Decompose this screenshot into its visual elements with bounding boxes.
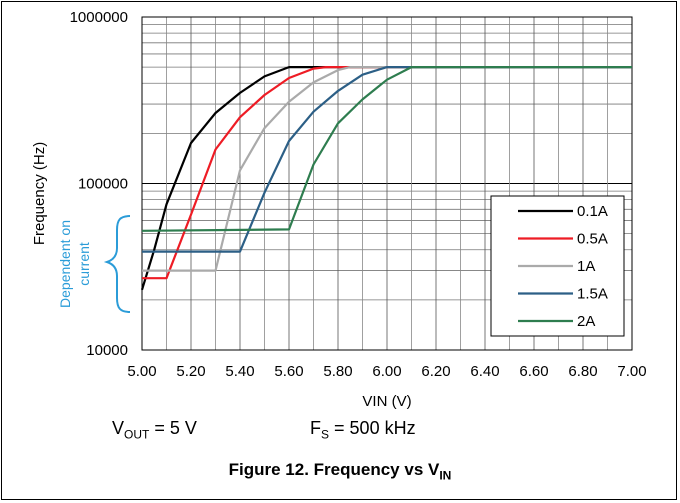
figure-caption: Figure 12. Frequency vs VIN xyxy=(228,460,452,483)
x-tick-label: 6.00 xyxy=(372,363,401,380)
x-axis-label: VIN (V) xyxy=(362,393,411,410)
x-tick-label: 5.40 xyxy=(225,363,254,380)
series-line-1A xyxy=(142,65,632,272)
annotation-text: current xyxy=(76,242,92,286)
fs-condition: FS = 500 kHz xyxy=(310,418,416,442)
x-tick-label: 7.00 xyxy=(617,363,646,380)
series-lines xyxy=(140,65,632,291)
x-tick-label: 6.40 xyxy=(470,363,499,380)
y-tick-labels: 1000000 100000 10000 xyxy=(70,9,128,359)
x-tick-label: 6.60 xyxy=(519,363,548,380)
dependent-on-current-annotation: Dependent on current xyxy=(57,215,131,313)
series-line-0.5A xyxy=(142,65,632,280)
series-line-0.1A xyxy=(140,65,632,291)
x-tick-label: 5.20 xyxy=(176,363,205,380)
x-tick-label: 6.20 xyxy=(421,363,450,380)
legend-label: 1A xyxy=(577,258,595,275)
series-line-1.5A xyxy=(142,65,632,253)
y-tick-label: 100000 xyxy=(78,176,128,193)
legend-label: 0.1A xyxy=(577,203,608,220)
x-tick-label: 5.60 xyxy=(274,363,303,380)
y-axis-label: Frequency (Hz) xyxy=(31,142,48,245)
curly-brace xyxy=(103,215,131,313)
legend: 0.1A 0.5A 1A 1.5A 2A xyxy=(490,195,625,337)
legend-label: 2A xyxy=(577,313,595,330)
legend-label: 1.5A xyxy=(577,286,608,303)
annotation-text: Dependent on xyxy=(57,220,73,308)
y-tick-label: 1000000 xyxy=(70,9,128,26)
legend-label: 0.5A xyxy=(577,231,608,248)
x-tick-label: 5.00 xyxy=(127,363,156,380)
y-tick-label: 10000 xyxy=(86,342,128,359)
plot-area xyxy=(141,16,633,351)
x-tick-labels: 5.00 5.20 5.40 5.60 5.80 6.00 6.20 6.40 6.60 6.80… xyxy=(127,363,646,380)
operating-conditions: VOUT = 5 V FS = 500 kHz xyxy=(0,415,680,445)
series-line-2A xyxy=(141,65,632,232)
x-tick-label: 6.80 xyxy=(568,363,597,380)
vout-condition: VOUT = 5 V xyxy=(112,418,197,442)
frequency-chart: 1000000 100000 10000 5.00 5.20 5.40 5.60 5.80 6… xyxy=(31,9,647,410)
x-tick-label: 5.80 xyxy=(323,363,352,380)
